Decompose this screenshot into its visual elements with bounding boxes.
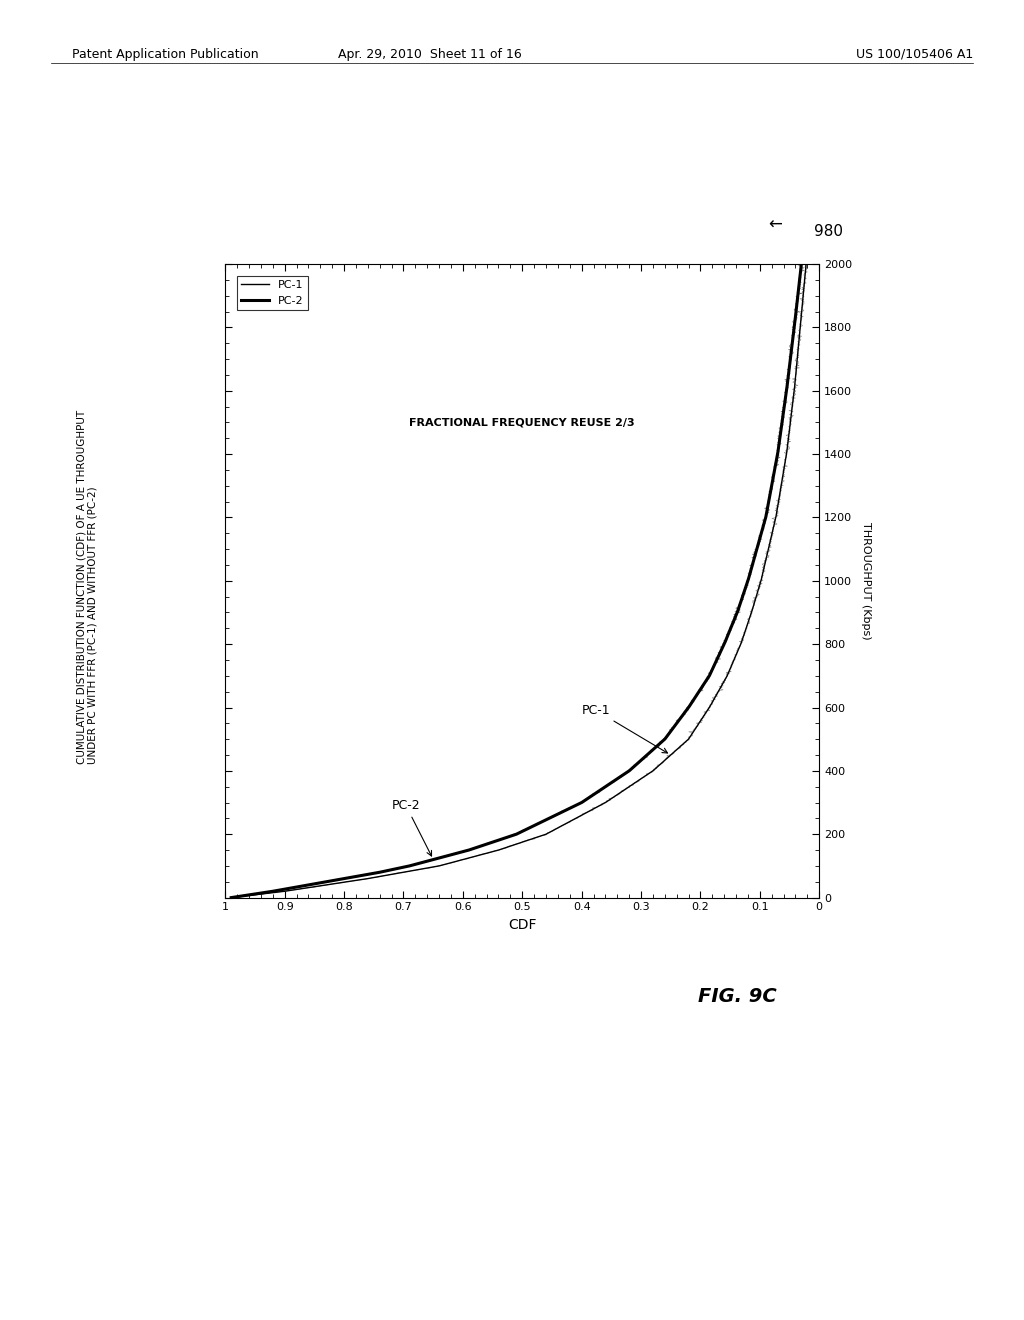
Text: ←: ← <box>768 215 782 234</box>
Text: CUMULATIVE DISTRIBUTION FUNCTION (CDF) OF A UE THROUGHPUT
UNDER PC WITH FFR (PC-: CUMULATIVE DISTRIBUTION FUNCTION (CDF) O… <box>76 411 98 764</box>
Text: PC-2: PC-2 <box>391 799 431 855</box>
Text: FIG. 9C: FIG. 9C <box>698 987 776 1006</box>
Text: 980: 980 <box>814 223 843 239</box>
Text: Patent Application Publication: Patent Application Publication <box>72 48 258 61</box>
Legend: PC-1, PC-2: PC-1, PC-2 <box>237 276 308 310</box>
Text: Apr. 29, 2010  Sheet 11 of 16: Apr. 29, 2010 Sheet 11 of 16 <box>338 48 522 61</box>
X-axis label: CDF: CDF <box>508 917 537 932</box>
Text: US 100/105406 A1: US 100/105406 A1 <box>855 48 973 61</box>
Text: FRACTIONAL FREQUENCY REUSE 2/3: FRACTIONAL FREQUENCY REUSE 2/3 <box>410 417 635 428</box>
Text: PC-1: PC-1 <box>582 704 668 752</box>
Y-axis label: THROUGHPUT (Kbps): THROUGHPUT (Kbps) <box>860 521 870 640</box>
